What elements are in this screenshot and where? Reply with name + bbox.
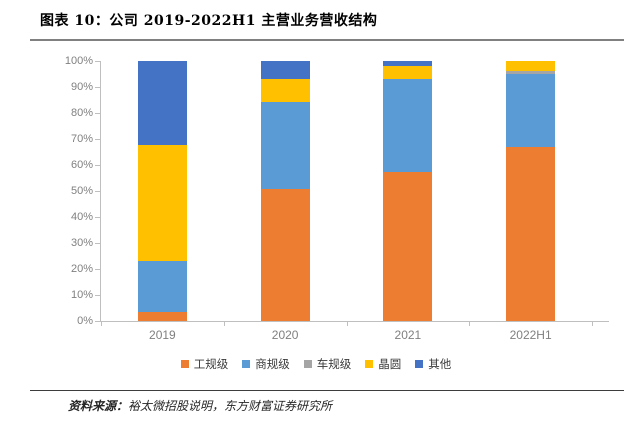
legend-label: 其他 bbox=[428, 357, 452, 371]
legend-item-车规级: 车规级 bbox=[303, 357, 352, 371]
y-axis-label: 10% bbox=[70, 289, 93, 301]
category-slot bbox=[224, 61, 347, 321]
category-slot bbox=[347, 61, 470, 321]
stacked-bar-2019 bbox=[137, 61, 187, 321]
legend-label: 车规级 bbox=[316, 357, 352, 371]
x-axis-tick bbox=[223, 322, 225, 326]
y-axis-label: 100% bbox=[64, 55, 93, 67]
y-axis-tick bbox=[95, 138, 100, 140]
category-slot bbox=[469, 61, 592, 321]
legend-swatch-icon bbox=[415, 360, 424, 368]
bar-segment-晶圆 bbox=[137, 145, 187, 261]
legend-label: 晶圆 bbox=[378, 357, 402, 371]
y-axis-tick bbox=[95, 294, 100, 296]
legend: 工规级 商规级 车规级 晶圆 其他 bbox=[0, 358, 632, 370]
legend-swatch-icon bbox=[303, 360, 312, 368]
plot-area: 0% 10% 20% 30% 40% 50% 60% 70% 80% 90% 100% 2019 202… bbox=[65, 55, 609, 342]
y-axis-label: 40% bbox=[70, 211, 93, 223]
legend-label: 工规级 bbox=[193, 357, 229, 371]
bar-segment-商规级 bbox=[137, 260, 187, 313]
source-note: 资料来源：裕太微招股说明，东方财富证券研究所 bbox=[68, 397, 588, 414]
bar-segment-其他 bbox=[137, 61, 187, 145]
y-axis-tick bbox=[95, 320, 100, 322]
bar-segment-工规级 bbox=[506, 147, 556, 321]
chart-title: 图表 10：公司 2019-2022H1 主营业务营收结构 bbox=[40, 13, 378, 29]
y-axis-label: 70% bbox=[70, 133, 93, 145]
bar-segment-晶圆 bbox=[506, 61, 556, 72]
stacked-bar-2022H1 bbox=[506, 61, 556, 321]
x-axis-tick bbox=[469, 322, 471, 326]
y-axis-label: 90% bbox=[70, 81, 93, 93]
stacked-bar-2020 bbox=[260, 61, 310, 321]
legend-swatch-icon bbox=[242, 360, 251, 368]
legend-swatch-icon bbox=[365, 360, 374, 368]
x-axis-label: 2022H1 bbox=[509, 328, 552, 342]
y-axis-label: 50% bbox=[70, 185, 93, 197]
x-axis-label: 2021 bbox=[394, 328, 422, 342]
bar-segment-其他 bbox=[383, 61, 433, 67]
category-slot bbox=[101, 61, 224, 321]
stacked-bar-2021 bbox=[383, 61, 433, 321]
bar-segment-晶圆 bbox=[383, 66, 433, 80]
y-axis-tick bbox=[95, 268, 100, 270]
bar-segment-商规级 bbox=[506, 74, 556, 148]
legend-swatch-icon bbox=[180, 360, 189, 368]
y-axis-label: 80% bbox=[70, 107, 93, 119]
bar-segment-工规级 bbox=[383, 171, 433, 321]
legend-item-商规级: 商规级 bbox=[242, 358, 290, 370]
legend-label: 商规级 bbox=[255, 357, 290, 371]
title-divider bbox=[30, 39, 624, 41]
bar-segment-工规级 bbox=[260, 189, 310, 321]
y-axis-label: 60% bbox=[70, 159, 93, 171]
y-axis-tick bbox=[95, 112, 100, 114]
footer-divider bbox=[30, 390, 624, 391]
y-axis-tick bbox=[95, 164, 100, 166]
x-axis-label: 2020 bbox=[271, 328, 299, 342]
y-axis-tick bbox=[95, 86, 100, 88]
y-axis-tick bbox=[95, 190, 100, 192]
bar-segment-其他 bbox=[260, 61, 310, 80]
x-axis-label: 2019 bbox=[149, 328, 176, 342]
x-axis-tick bbox=[346, 322, 348, 326]
legend-item-晶圆: 晶圆 bbox=[365, 358, 401, 370]
source-text: 裕太微招股说明，东方财富证券研究所 bbox=[128, 399, 333, 413]
bar-segment-商规级 bbox=[260, 102, 310, 190]
source-label: 资料来源： bbox=[68, 399, 129, 413]
x-axis-tick bbox=[101, 322, 102, 326]
y-axis-tick bbox=[95, 216, 100, 218]
legend-item-工规级: 工规级 bbox=[180, 357, 229, 371]
y-axis-tick bbox=[95, 60, 100, 62]
bar-segment-晶圆 bbox=[260, 79, 310, 103]
bar-segment-商规级 bbox=[383, 79, 433, 172]
bar-segment-工规级 bbox=[137, 312, 187, 321]
y-axis-label: 20% bbox=[70, 263, 93, 275]
legend-item-其他: 其他 bbox=[415, 358, 451, 370]
x-axis-tick bbox=[592, 322, 593, 326]
y-axis-label: 0% bbox=[77, 315, 93, 327]
y-axis-tick bbox=[95, 242, 100, 244]
bar-segment-车规级 bbox=[506, 71, 556, 75]
y-axis-label: 30% bbox=[70, 237, 93, 249]
